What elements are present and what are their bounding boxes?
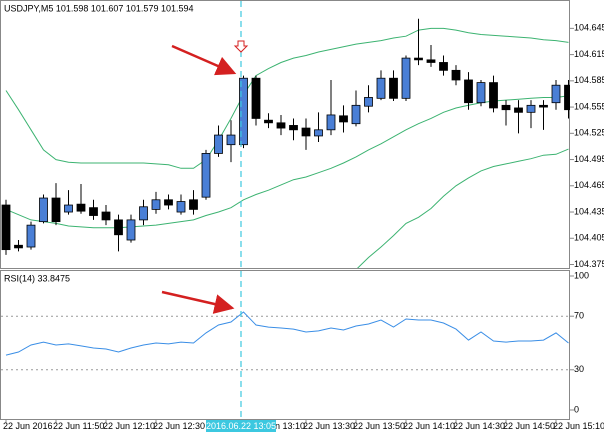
x-tick-label: 22 Jun 13:50: [353, 421, 405, 431]
candle-body: [526, 104, 536, 113]
candle-body: [301, 127, 311, 137]
x-tick-label: 22 Jun 14:50: [503, 421, 555, 431]
rsi-plot: [1, 311, 569, 371]
rsi-line: [5, 311, 569, 356]
annotation-arrow: [161, 290, 235, 314]
candle-body: [326, 114, 336, 131]
y-tick-label: 104.495: [574, 154, 604, 164]
y-tick-label: 104.585: [574, 75, 604, 85]
candle-body: [1, 204, 11, 251]
x-tick-label: 22 Jun 11:50: [53, 421, 104, 431]
signal-arrow-icon: [233, 40, 249, 53]
y-tick-label: 30: [574, 364, 584, 374]
annotation-arrow: [171, 44, 237, 76]
y-tick-label: 104.615: [574, 49, 604, 59]
axes: 104.645 104.615 104.585 104.555 104.525 104.4…: [3, 23, 604, 431]
candle-body: [401, 57, 411, 99]
band-line: [357, 148, 569, 268]
x-tick-label: 22 Jun 14:30: [453, 421, 505, 431]
candle-body: [126, 219, 136, 241]
candle-body: [414, 57, 423, 61]
y-tick-label: 104.645: [574, 23, 604, 33]
candle-body: [76, 203, 86, 212]
candle-body: [201, 153, 211, 198]
candle-body: [264, 119, 273, 124]
y-tick-label: 104.405: [574, 233, 604, 243]
band-line: [5, 95, 569, 229]
price-panel: [0, 0, 570, 269]
candle-body: [476, 82, 486, 104]
candle-body: [276, 122, 286, 129]
candle-body: [464, 79, 473, 104]
candle-body: [351, 104, 361, 125]
candle-body: [451, 69, 461, 81]
candle-body: [101, 211, 111, 221]
rsi-panel: [0, 270, 570, 420]
candle-body: [239, 77, 248, 146]
candle-body: [339, 115, 348, 123]
candle-body: [489, 82, 498, 109]
candle-body: [139, 206, 148, 221]
candle-body: [189, 199, 198, 210]
candle-body: [501, 104, 511, 111]
indicator-title: RSI(14) 33.8475: [4, 273, 70, 283]
crosshair-label: 2016.06.22 13:05: [206, 421, 276, 431]
chart-title: USDJPY,M5 101.598 101.607 101.579 101.59…: [4, 3, 193, 13]
candle-body: [214, 134, 223, 154]
candle-body: [164, 199, 173, 206]
x-tick-label: 22 Jun 13:30: [303, 421, 355, 431]
candle-body: [176, 201, 186, 213]
candle-body: [539, 104, 548, 108]
candle-body: [314, 129, 323, 137]
candle-body: [39, 197, 48, 223]
candle-body: [251, 77, 261, 119]
y-tick-label: 70: [574, 311, 584, 321]
y-tick-label: 104.525: [574, 128, 604, 138]
x-tick-label: 22 Jun 13:10: [253, 421, 305, 431]
crosshair-label-box: [206, 420, 276, 432]
band-line: [5, 27, 569, 169]
candle-body: [64, 204, 73, 213]
y-tick-label: 100: [574, 270, 589, 280]
x-tick-label: 22 Jun 14:10: [403, 421, 455, 431]
candle-body: [26, 224, 36, 248]
candle-body: [439, 62, 448, 71]
candle-body: [114, 219, 123, 236]
x-tick-label: 22 Jun 2016: [3, 421, 53, 431]
candle-body: [151, 199, 161, 210]
candle-body: [514, 107, 523, 113]
price-plot: [1, 18, 570, 268]
y-tick-label: 104.555: [574, 101, 604, 111]
candle-body: [551, 84, 561, 104]
candle-body: [14, 244, 23, 249]
candle-body: [226, 134, 236, 146]
candle-body: [376, 77, 386, 99]
y-tick-label: 104.435: [574, 206, 604, 216]
candle-body: [564, 84, 570, 111]
candle-body: [89, 207, 98, 216]
candle-body: [364, 97, 373, 107]
candle-body: [51, 197, 61, 223]
y-tick-label: 104.375: [574, 259, 604, 269]
y-tick-label: 104.465: [574, 180, 604, 190]
candle-body: [389, 77, 398, 99]
x-tick-label: 22 Jun 12:10: [103, 421, 155, 431]
candle-body: [426, 59, 436, 63]
candle-body: [289, 125, 298, 131]
x-tick-label: 22 Jun 12:30: [153, 421, 205, 431]
y-tick-label: 0: [574, 404, 579, 414]
x-tick-label: 22 Jun 15:10: [553, 421, 604, 431]
